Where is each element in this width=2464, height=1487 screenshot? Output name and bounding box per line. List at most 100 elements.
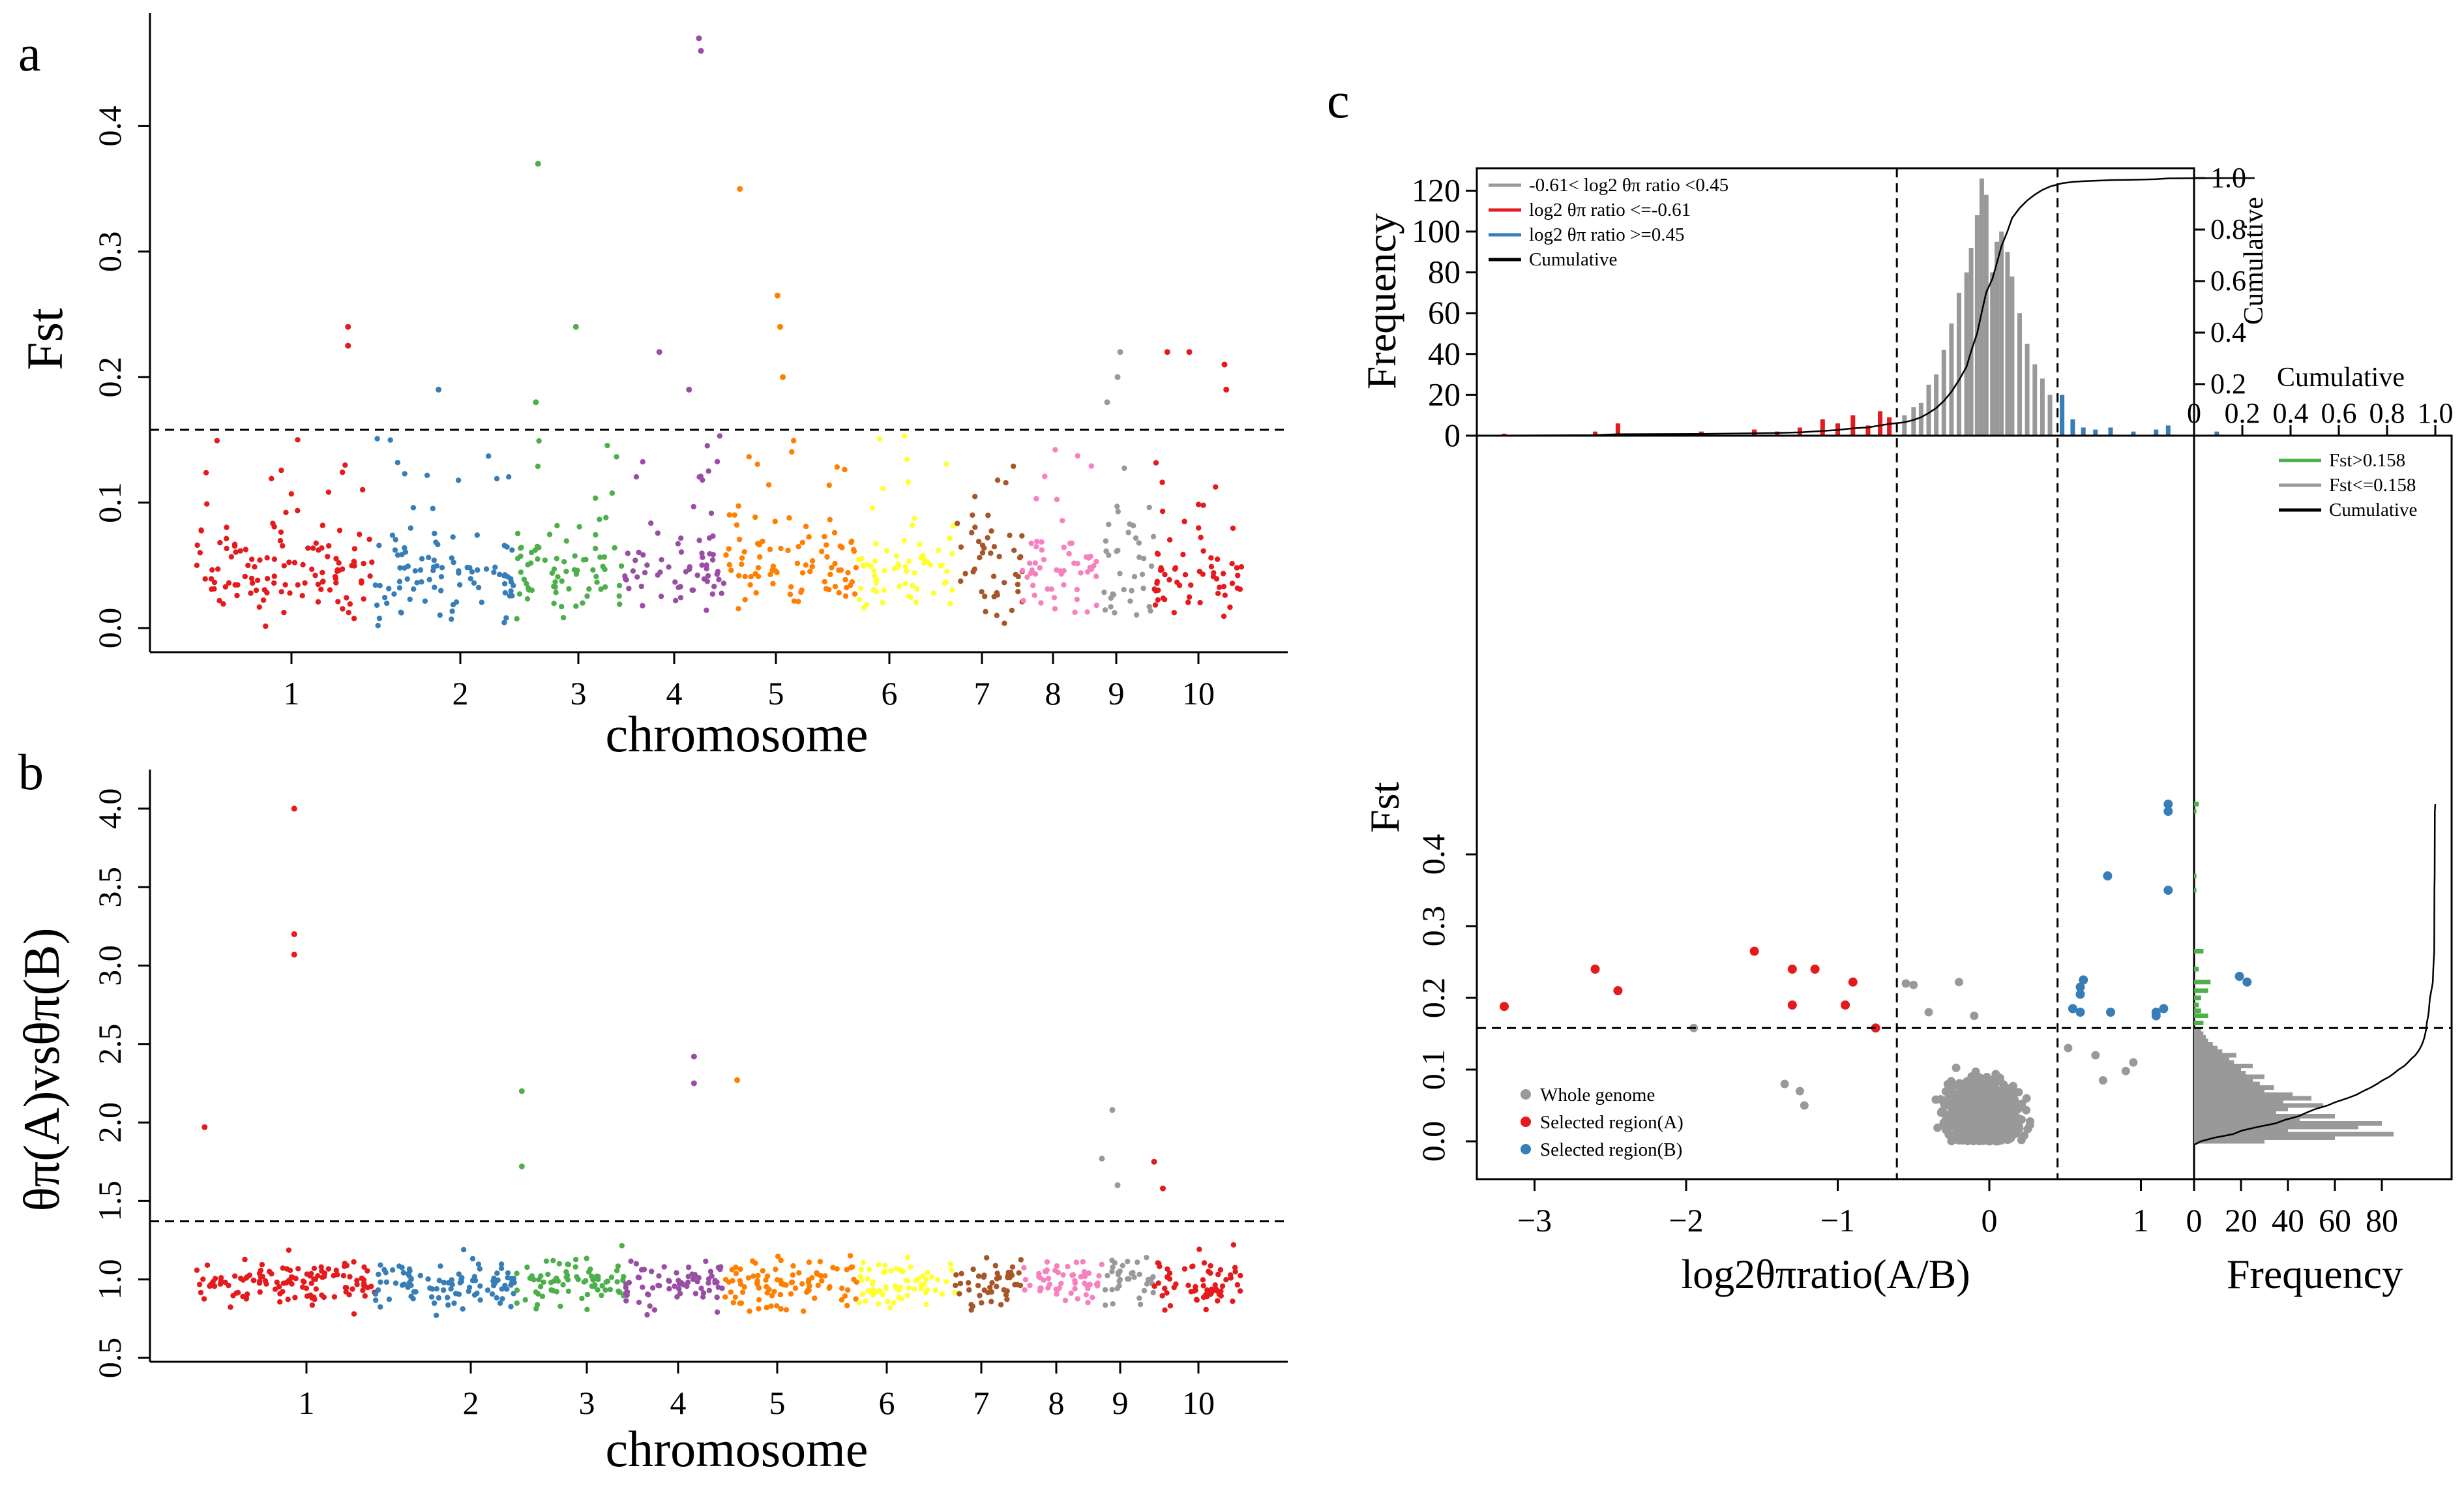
a-point	[1007, 532, 1013, 538]
a-point	[1074, 586, 1080, 593]
a-point	[1034, 539, 1040, 545]
a-point	[271, 580, 277, 586]
a-point	[1110, 592, 1117, 598]
a-point	[791, 438, 797, 443]
b-point	[619, 1242, 625, 1249]
a-point	[770, 580, 776, 587]
a-point	[1117, 571, 1123, 577]
a-point	[1028, 540, 1034, 547]
b-point	[554, 1289, 559, 1295]
a-point	[1162, 571, 1168, 578]
b-point	[898, 1296, 904, 1302]
c-whole-genome-point	[1961, 1091, 1970, 1100]
a-point	[949, 550, 955, 557]
a-point	[970, 512, 975, 518]
a-point	[332, 573, 338, 580]
a-outlier-point	[774, 292, 780, 299]
b-point	[1238, 1272, 1243, 1279]
b-point	[1018, 1257, 1024, 1263]
a-point	[295, 437, 301, 443]
a-point	[881, 587, 887, 593]
a-point	[551, 601, 557, 607]
b-point	[208, 1283, 214, 1289]
b-point	[1204, 1287, 1210, 1293]
b-point	[773, 1267, 779, 1272]
c-whole-genome-point	[2098, 1076, 2107, 1085]
c-main-x-ticks: −3 −2 −1 0 1	[1517, 1179, 2149, 1239]
a-point	[871, 568, 877, 574]
a-point	[527, 560, 534, 566]
a-point	[1071, 560, 1077, 566]
a-point	[640, 552, 646, 558]
b-point	[987, 1284, 993, 1291]
a-point	[1200, 571, 1206, 577]
a-point	[935, 547, 942, 554]
a-point	[211, 586, 217, 592]
a-point	[609, 490, 616, 496]
a-point	[1009, 607, 1015, 614]
a-point	[536, 545, 542, 550]
b-point	[536, 1276, 542, 1283]
a-point	[598, 586, 604, 592]
a-point	[372, 582, 378, 588]
b-point	[599, 1283, 605, 1289]
a-point	[924, 559, 930, 565]
b-point	[475, 1261, 482, 1267]
a-point	[1172, 565, 1179, 571]
a-point	[723, 552, 729, 558]
a-point	[1112, 610, 1118, 616]
b-point	[1022, 1276, 1029, 1283]
b-point	[535, 1291, 541, 1297]
c-whole-genome-point	[2002, 1108, 2011, 1117]
c-right-x2-tick-label: 0.2	[2225, 397, 2261, 429]
b-point	[441, 1280, 447, 1285]
a-point	[508, 576, 514, 582]
b-point	[1110, 1264, 1116, 1270]
a-point	[767, 547, 773, 552]
c-right-bar	[2194, 988, 2208, 993]
c-selected-a-point	[1787, 965, 1797, 974]
a-point	[1078, 570, 1084, 576]
a-point	[377, 582, 383, 589]
b-point	[551, 1278, 557, 1284]
c-right-bar	[2194, 1002, 2199, 1008]
a-point	[832, 561, 838, 567]
a-point	[1229, 580, 1236, 586]
a-point	[1013, 571, 1018, 578]
a-point	[506, 474, 512, 480]
a-point	[430, 564, 437, 570]
c-top-bar	[1999, 232, 2004, 436]
b-point	[1185, 1282, 1191, 1289]
a-point	[1067, 540, 1073, 547]
a-point	[842, 593, 849, 599]
c-right-bar	[2194, 1117, 2300, 1122]
b-point	[333, 1267, 339, 1273]
b-point	[842, 1293, 848, 1299]
c-main-x-tick-label: −3	[1517, 1202, 1552, 1239]
a-point	[456, 582, 463, 588]
c-selected-b-point	[2159, 1004, 2169, 1014]
a-point	[1139, 571, 1146, 577]
c-whole-genome-point	[1949, 1119, 1958, 1128]
b-point	[677, 1291, 683, 1297]
a-point	[715, 569, 721, 575]
a-outlier-point	[436, 386, 442, 393]
b-point	[863, 1298, 868, 1304]
b-point	[953, 1272, 959, 1278]
a-point	[774, 569, 780, 575]
c-right-bar	[2194, 1057, 2229, 1061]
b-point	[341, 1263, 348, 1269]
a-point	[367, 573, 373, 579]
b-point	[242, 1256, 248, 1263]
b-point	[887, 1305, 893, 1311]
a-point	[977, 554, 983, 561]
b-point	[754, 1281, 760, 1287]
a-point	[726, 512, 733, 518]
a-point	[291, 560, 298, 565]
b-point	[685, 1264, 692, 1270]
a-point	[1227, 604, 1233, 610]
b-point	[383, 1279, 390, 1285]
c-whole-genome-point	[2006, 1126, 2015, 1135]
b-point	[383, 1270, 389, 1276]
a-point	[412, 568, 419, 574]
